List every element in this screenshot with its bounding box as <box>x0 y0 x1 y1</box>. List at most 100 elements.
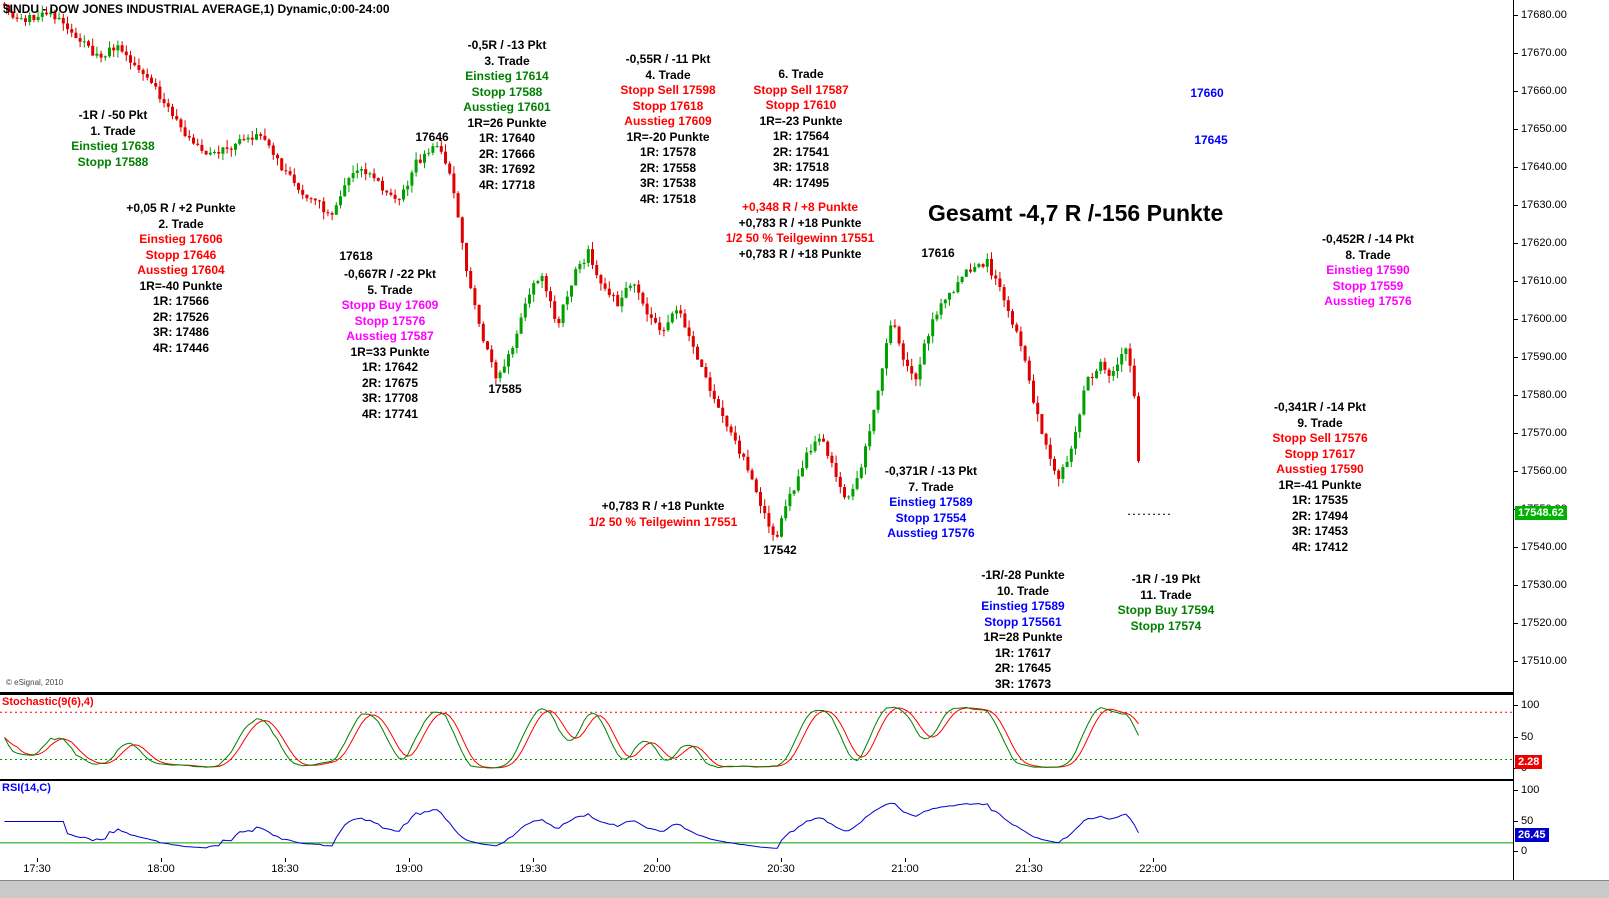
annotation-line: Stopp 17646 <box>145 247 217 262</box>
annotation-line: 11. Trade <box>1140 587 1192 602</box>
axis-tick <box>1514 585 1518 586</box>
annotation-line: 4R: 17718 <box>478 177 536 192</box>
annotation-line: +0,783 R / +18 Punkte <box>738 215 862 230</box>
annotation-line: 4R: 17495 <box>772 175 830 190</box>
annotation-line: Stopp Buy 17609 <box>341 298 439 312</box>
chart-title: $INDU - DOW JONES INDUSTRIAL AVERAGE,1) … <box>3 2 390 16</box>
annotation-line: 10. Trade <box>996 583 1050 598</box>
annotation-line: 1R: 17640 <box>478 131 536 145</box>
annotation-line: 8. Trade <box>1345 247 1391 262</box>
annotation-line: Einstieg 17589 <box>981 599 1065 613</box>
rsi-label: RSI(14,C) <box>2 782 51 794</box>
annotation-line: Ausstieg 17587 <box>346 329 434 343</box>
candlestick-chart <box>3 2 1172 541</box>
annotation-line: 1R: 17535 <box>1291 493 1349 507</box>
price-axis-label: 17530.00 <box>1521 579 1567 591</box>
annotation-line: +0,348 R / +8 Punkte <box>741 200 859 214</box>
axis-tick <box>1514 395 1518 396</box>
annotation-trade-10: -1R/-28 Punkte 10. Trade Einstieg 17589 Sto… <box>981 568 1064 692</box>
annotation-line: +0,783 R / +18 Punkte <box>601 499 725 513</box>
annotation-profit-block-1: +0,348 R / +8 Punkte +0,783 R / +18 Punkt… <box>726 200 875 262</box>
annotation-line: 1R=33 Punkte <box>350 344 430 359</box>
axis-tick <box>1514 705 1518 706</box>
annotation-line: 3. Trade <box>484 53 530 68</box>
price-axis[interactable]: 17548.62 2.28 26.45 17680.00 17670.00 1766… <box>1513 0 1609 880</box>
rsi-axis-label: 50 <box>1521 815 1534 827</box>
main-chart-panel[interactable]: -1R / -50 Pkt 1. Trade Einstieg 17638 Stopp… <box>0 0 1513 694</box>
time-axis-label: 20:00 <box>643 863 671 875</box>
annotation-line: Stopp Sell 17576 <box>1272 431 1368 445</box>
annotation-line: Stopp 175561 <box>984 614 1062 629</box>
axis-tick <box>1514 281 1518 282</box>
horizontal-scrollbar[interactable] <box>0 880 1609 898</box>
time-axis-label: 19:30 <box>519 863 547 875</box>
annotation-line: Stopp 17610 <box>765 98 837 112</box>
annotation-line: 3R: 17518 <box>772 160 830 174</box>
annotation-line: 2R: 17558 <box>639 160 697 175</box>
annotation-line: Stopp 17554 <box>895 510 967 525</box>
annotation-line: -0,667R / -22 Pkt <box>343 267 437 281</box>
price-axis-label: 17520.00 <box>1521 617 1567 629</box>
annotation-line: 2R: 17526 <box>152 309 210 324</box>
time-axis-label: 19:00 <box>395 863 423 875</box>
price-axis-label: 17540.00 <box>1521 541 1567 553</box>
time-tick <box>781 858 782 862</box>
price-axis-label: 17600.00 <box>1521 313 1567 325</box>
time-tick <box>657 858 658 862</box>
annotation-line: Stopp 17618 <box>632 98 704 113</box>
annotation-line: Stopp 17574 <box>1130 618 1202 633</box>
rsi-axis-label: 100 <box>1521 784 1540 796</box>
annotation-line: Einstieg 17590 <box>1326 263 1410 277</box>
price-axis-label: 17680.00 <box>1521 9 1567 21</box>
price-mark-17660: 17660 <box>1190 86 1224 100</box>
axis-tick <box>1514 547 1518 548</box>
axis-tick <box>1514 319 1518 320</box>
annotation-line: 1R=-23 Punkte <box>759 113 843 128</box>
annotation-line: Stopp Sell 17598 <box>620 83 716 97</box>
annotation-line: 1R: 17578 <box>639 145 697 159</box>
annotation-trade-9: -0,341R / -14 Pkt 9. Trade Stopp Sell 1757… <box>1272 400 1367 555</box>
annotation-line: -0,341R / -14 Pkt <box>1273 400 1367 414</box>
annotation-trade-1: -1R / -50 Pkt 1. Trade Einstieg 17638 Stopp… <box>71 108 154 170</box>
stoch-axis-label: 100 <box>1521 699 1540 711</box>
price-axis-label: 17570.00 <box>1521 427 1567 439</box>
price-axis-label: 17620.00 <box>1521 237 1567 249</box>
stochastic-plot <box>0 706 1513 769</box>
annotation-line: 9. Trade <box>1297 415 1343 430</box>
axis-tick <box>1514 623 1518 624</box>
annotation-line: Ausstieg 17576 <box>1324 294 1412 308</box>
stochastic-panel: Stochastic(9(6),4) <box>0 694 1513 780</box>
annotation-line: -0,452R / -14 Pkt <box>1321 232 1415 246</box>
time-tick <box>533 858 534 862</box>
axis-tick <box>1514 821 1518 822</box>
annotation-line: 1R=-41 Punkte <box>1278 477 1362 492</box>
annotation-line: 3R: 17453 <box>1291 524 1349 538</box>
annotation-line: 1. Trade <box>90 123 136 138</box>
axis-tick <box>1514 661 1518 662</box>
annotation-trade-4: -0,55R / -11 Pkt 4. Trade Stopp Sell 17598… <box>620 52 715 207</box>
price-mark-17542: 17542 <box>763 543 797 557</box>
price-axis-label: 17510.00 <box>1521 655 1567 667</box>
stochastic-value-badge: 2.28 <box>1515 754 1543 769</box>
annotation-line: Einstieg 17638 <box>71 139 155 153</box>
annotation-line: Ausstieg 17576 <box>887 526 975 540</box>
annotation-line: 2R: 17666 <box>478 146 536 161</box>
annotation-line: Einstieg 17589 <box>889 495 973 509</box>
annotation-line: 3R: 17692 <box>478 162 536 176</box>
time-axis-label: 20:30 <box>767 863 795 875</box>
price-axis-label: 17580.00 <box>1521 389 1567 401</box>
annotation-line: -0,371R / -13 Pkt <box>884 464 978 478</box>
axis-tick <box>1514 851 1518 852</box>
time-tick <box>905 858 906 862</box>
copyright-label: © eSignal, 2010 <box>6 678 64 687</box>
time-axis-label: 17:30 <box>23 863 51 875</box>
annotation-line: Einstieg 17614 <box>465 69 549 83</box>
annotation-line: 1R: 17564 <box>772 129 830 143</box>
time-axis-label: 18:30 <box>271 863 299 875</box>
stoch-axis-label: 50 <box>1521 731 1534 743</box>
annotation-line: 4R: 17412 <box>1291 539 1349 554</box>
annotation-line: 1R=28 Punkte <box>983 630 1063 644</box>
annotation-line: 1/2 50 % Teilgewinn 17551 <box>725 231 875 245</box>
time-tick <box>1029 858 1030 862</box>
